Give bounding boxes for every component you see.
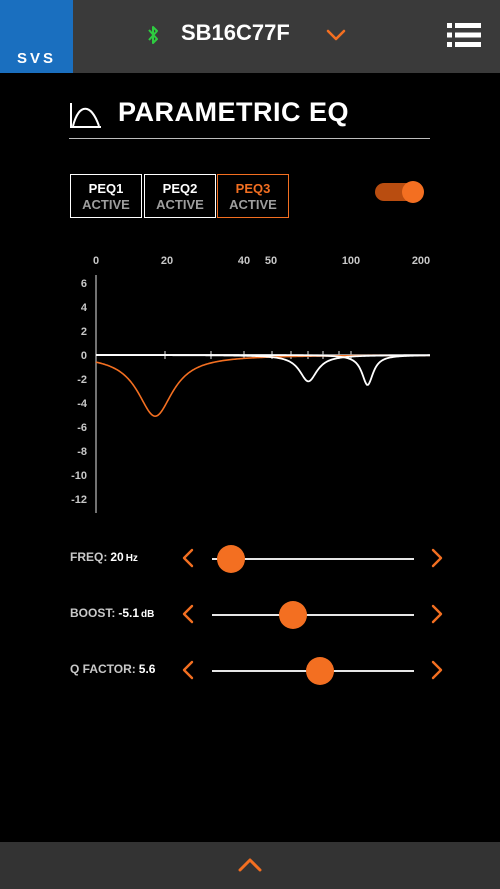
freq-slider-thumb[interactable]: [217, 545, 246, 573]
freq-label: FREQ: 20 Hz: [70, 550, 138, 564]
x-tick-label: 20: [161, 255, 173, 267]
y-tick-label: -2: [77, 374, 87, 386]
y-tick-label: -8: [77, 446, 87, 458]
x-tick-labels: 0 20 40 50 100 200: [93, 255, 430, 267]
title-divider: [69, 138, 430, 139]
bottom-bar: [0, 842, 500, 889]
tab-label: PEQ3: [235, 181, 271, 196]
boost-label: BOOST: -5.1 dB: [70, 606, 154, 620]
boost-unit: dB: [141, 609, 155, 620]
y-tick-labels: 6 4 2 0 -2 -4 -6 -8 -10 -12: [71, 278, 88, 506]
freq-unit: Hz: [125, 553, 138, 564]
logo-text: SVS: [16, 50, 56, 67]
freq-value: 20: [110, 550, 124, 564]
boost-slider-thumb[interactable]: [278, 601, 307, 629]
freq-increase-icon[interactable]: [431, 548, 443, 568]
y-tick-label: 6: [81, 278, 87, 290]
list-menu-icon[interactable]: [447, 21, 481, 49]
x-tick-label: 50: [265, 255, 277, 267]
qfactor-label: Q FACTOR: 5.6: [70, 662, 155, 676]
boost-label-text: BOOST:: [70, 606, 116, 620]
y-tick-label: 4: [81, 302, 88, 314]
y-tick-label: -4: [77, 398, 88, 410]
bluetooth-icon: [148, 26, 158, 44]
tab-label: PEQ1: [88, 181, 124, 196]
eq-curve-icon: [70, 103, 101, 128]
tab-peq2[interactable]: PEQ2 ACTIVE: [144, 174, 216, 218]
boost-value: -5.1: [118, 606, 140, 620]
qfactor-slider[interactable]: [212, 656, 414, 686]
x-tick-label: 40: [238, 255, 250, 267]
svs-logo[interactable]: SVS: [0, 0, 73, 73]
chevron-up-icon[interactable]: [238, 857, 262, 873]
chevron-down-icon[interactable]: [326, 28, 346, 42]
filter-curve-3: [96, 354, 431, 386]
top-bar: SVS SB16C77F: [0, 0, 500, 73]
tab-status: ACTIVE: [82, 197, 130, 212]
filter-curve-2: [96, 354, 431, 383]
x-tick-label: 0: [93, 255, 99, 267]
qfactor-label-text: Q FACTOR:: [70, 662, 136, 676]
boost-increase-icon[interactable]: [431, 604, 443, 624]
qfactor-decrease-icon[interactable]: [182, 660, 194, 680]
freq-slider[interactable]: [212, 544, 414, 574]
toggle-knob: [402, 181, 424, 203]
qfactor-increase-icon[interactable]: [431, 660, 443, 680]
tab-status: ACTIVE: [229, 197, 277, 212]
slider-rail: [212, 558, 414, 560]
filter-curves: [95, 354, 431, 418]
qfactor-value: 5.6: [138, 662, 156, 676]
freq-label-text: FREQ:: [70, 550, 108, 564]
x-tick-label: 200: [412, 255, 430, 267]
boost-decrease-icon[interactable]: [182, 604, 194, 624]
boost-slider[interactable]: [212, 600, 414, 630]
tab-status: ACTIVE: [156, 197, 204, 212]
y-tick-label: -6: [77, 422, 87, 434]
device-name[interactable]: SB16C77F: [181, 20, 290, 45]
filter-curve-1: [95, 354, 431, 418]
x-tick-label: 100: [342, 255, 360, 267]
y-tick-label: -12: [71, 494, 87, 506]
y-tick-label: 0: [81, 350, 87, 362]
freq-decrease-icon[interactable]: [182, 548, 194, 568]
tab-peq1[interactable]: PEQ1 ACTIVE: [70, 174, 142, 218]
y-tick-label: -10: [71, 470, 87, 482]
tab-label: PEQ2: [162, 181, 198, 196]
page-title: PARAMETRIC EQ: [118, 97, 350, 127]
qfactor-slider-thumb[interactable]: [306, 657, 335, 685]
slider-rail: [212, 614, 414, 616]
tab-peq3[interactable]: PEQ3 ACTIVE: [217, 174, 289, 218]
y-tick-label: 2: [81, 326, 87, 338]
peq-enable-toggle[interactable]: [375, 181, 425, 203]
